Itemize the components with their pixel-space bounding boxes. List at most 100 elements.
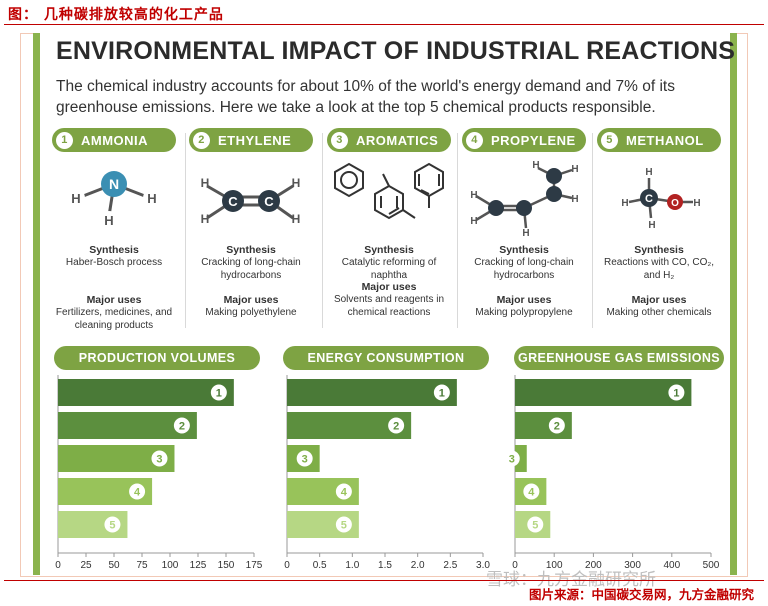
atom-label: H: [571, 164, 578, 175]
synthesis-heading: Synthesis: [499, 244, 549, 256]
uses-text: Fertilizers, medicines, and cleaning pro…: [55, 307, 173, 331]
atom-label: H: [621, 198, 628, 209]
divider: [185, 133, 186, 328]
product-number: 1: [56, 131, 73, 149]
product-number: 5: [601, 131, 618, 149]
atom-label: H: [645, 167, 652, 178]
bar-rank-label: 5: [532, 520, 538, 532]
ethylene-molecule-icon: C C H H H H: [201, 176, 301, 226]
bar-rank-label: 5: [109, 520, 115, 532]
bar-rank-badge: [523, 483, 540, 500]
bar-rank-badge: [527, 516, 544, 533]
x-tick-label: 75: [136, 560, 148, 571]
bar-rank-label: 1: [673, 388, 679, 400]
product-number: 3: [331, 131, 348, 149]
bar-rank-label: 4: [341, 487, 348, 499]
uses-heading: Major uses: [631, 294, 687, 306]
x-tick-label: 400: [663, 560, 680, 571]
bar-rank-badge: [335, 516, 352, 533]
x-tick-label: 150: [218, 560, 235, 571]
infographic-intro: The chemical industry accounts for about…: [56, 78, 675, 116]
x-tick-label: 0: [512, 560, 518, 571]
product-name: AMMONIA: [81, 132, 149, 148]
product-pill: 1 AMMONIA: [52, 128, 176, 152]
x-tick-label: 0: [55, 560, 61, 571]
atom-label: H: [104, 213, 113, 228]
chart-title-energy-consumption: ENERGY CONSUMPTION: [283, 346, 489, 370]
x-tick-label: 25: [80, 560, 92, 571]
bar-2: [58, 412, 197, 439]
infographic: ENVIRONMENTAL IMPACT OF INDUSTRIAL REACT…: [33, 33, 737, 575]
product-pill: 5 METHANOL: [597, 128, 721, 152]
x-tick-label: 125: [190, 560, 207, 571]
bar-rank-badge: [503, 450, 520, 467]
product-name: METHANOL: [626, 132, 704, 148]
bar-rank-label: 4: [528, 487, 535, 499]
product-methanol: 5 METHANOL C O H H H H Synthesis Reaction…: [597, 128, 721, 328]
bar-rank-badge: [388, 417, 405, 434]
bar-rank-badge: [210, 384, 227, 401]
product-name: AROMATICS: [356, 132, 439, 148]
atom-label: H: [648, 220, 655, 231]
product-number: 2: [193, 131, 210, 149]
atom-label: H: [292, 212, 301, 226]
synthesis-heading: Synthesis: [364, 244, 414, 256]
divider: [322, 133, 323, 328]
atom-label: H: [71, 191, 80, 206]
bar-rank-label: 2: [179, 421, 185, 433]
synthesis-text: Haber-Bosch process: [65, 257, 163, 268]
product-pill: 4 PROPYLENE: [462, 128, 586, 152]
product-name: PROPYLENE: [491, 132, 576, 148]
bar-rank-label: 5: [341, 520, 347, 532]
atom-label: H: [201, 212, 210, 226]
x-tick-label: 1.0: [345, 560, 359, 571]
bar-rank-badge: [129, 483, 146, 500]
product-aromatics: 3 AROMATICS Synthesis Catalytic reforming…: [327, 128, 451, 328]
atom-label: O: [671, 198, 679, 209]
bar-1: [58, 379, 234, 406]
bar-rank-label: 1: [216, 388, 222, 400]
ammonia-molecule-icon: N H H H: [67, 171, 161, 229]
x-tick-label: 175: [246, 560, 263, 571]
bar-rank-badge: [173, 417, 190, 434]
bar-3: [515, 445, 527, 472]
uses-heading: Major uses: [223, 294, 279, 306]
product-pill: 3 AROMATICS: [327, 128, 451, 152]
bar-rank-label: 3: [509, 454, 515, 466]
bar-1: [287, 379, 457, 406]
chart-title-ghg-emissions: GREENHOUSE GAS EMISSIONS: [514, 346, 724, 370]
product-ammonia: 1 AMMONIA N H H H Synthesis Haber-Bosch p…: [52, 128, 176, 331]
synthesis-heading: Synthesis: [634, 244, 684, 256]
x-tick-label: 200: [585, 560, 602, 571]
x-tick-label: 2.0: [411, 560, 425, 571]
bar-rank-label: 1: [439, 388, 445, 400]
uses-heading: Major uses: [361, 281, 417, 293]
source-note: 图片来源：中国碳交易网，九方金融研究: [528, 587, 754, 602]
bar-rank-badge: [548, 417, 565, 434]
propylene-molecule-icon: H H H H H H: [470, 160, 578, 239]
x-tick-label: 1.5: [378, 560, 392, 571]
atom-label: H: [147, 191, 156, 206]
bar-rank-badge: [151, 450, 168, 467]
atom-label: C: [228, 194, 238, 209]
infographic-title: ENVIRONMENTAL IMPACT OF INDUSTRIAL REACT…: [56, 37, 736, 65]
product-name: ETHYLENE: [218, 132, 292, 148]
divider: [592, 133, 593, 328]
divider: [457, 133, 458, 328]
x-tick-label: 500: [703, 560, 720, 571]
synthesis-heading: Synthesis: [226, 244, 276, 256]
synthesis-text: Cracking of long-chain hydrocarbons: [201, 257, 301, 281]
atom-label: C: [264, 194, 274, 209]
atom-label: H: [522, 228, 529, 239]
uses-heading: Major uses: [496, 294, 552, 306]
x-tick-label: 0.5: [313, 560, 327, 571]
x-tick-label: 3.0: [476, 560, 490, 571]
chart-title-production-volumes: PRODUCTION VOLUMES: [54, 346, 260, 370]
x-tick-label: 2.5: [443, 560, 457, 571]
atom-label: H: [201, 176, 210, 190]
uses-text: Making polypropylene: [475, 307, 573, 318]
product-number: 4: [466, 131, 483, 149]
bar-rank-badge: [296, 450, 313, 467]
figure-caption: 图： 几种碳排放较高的化工产品: [8, 7, 224, 23]
